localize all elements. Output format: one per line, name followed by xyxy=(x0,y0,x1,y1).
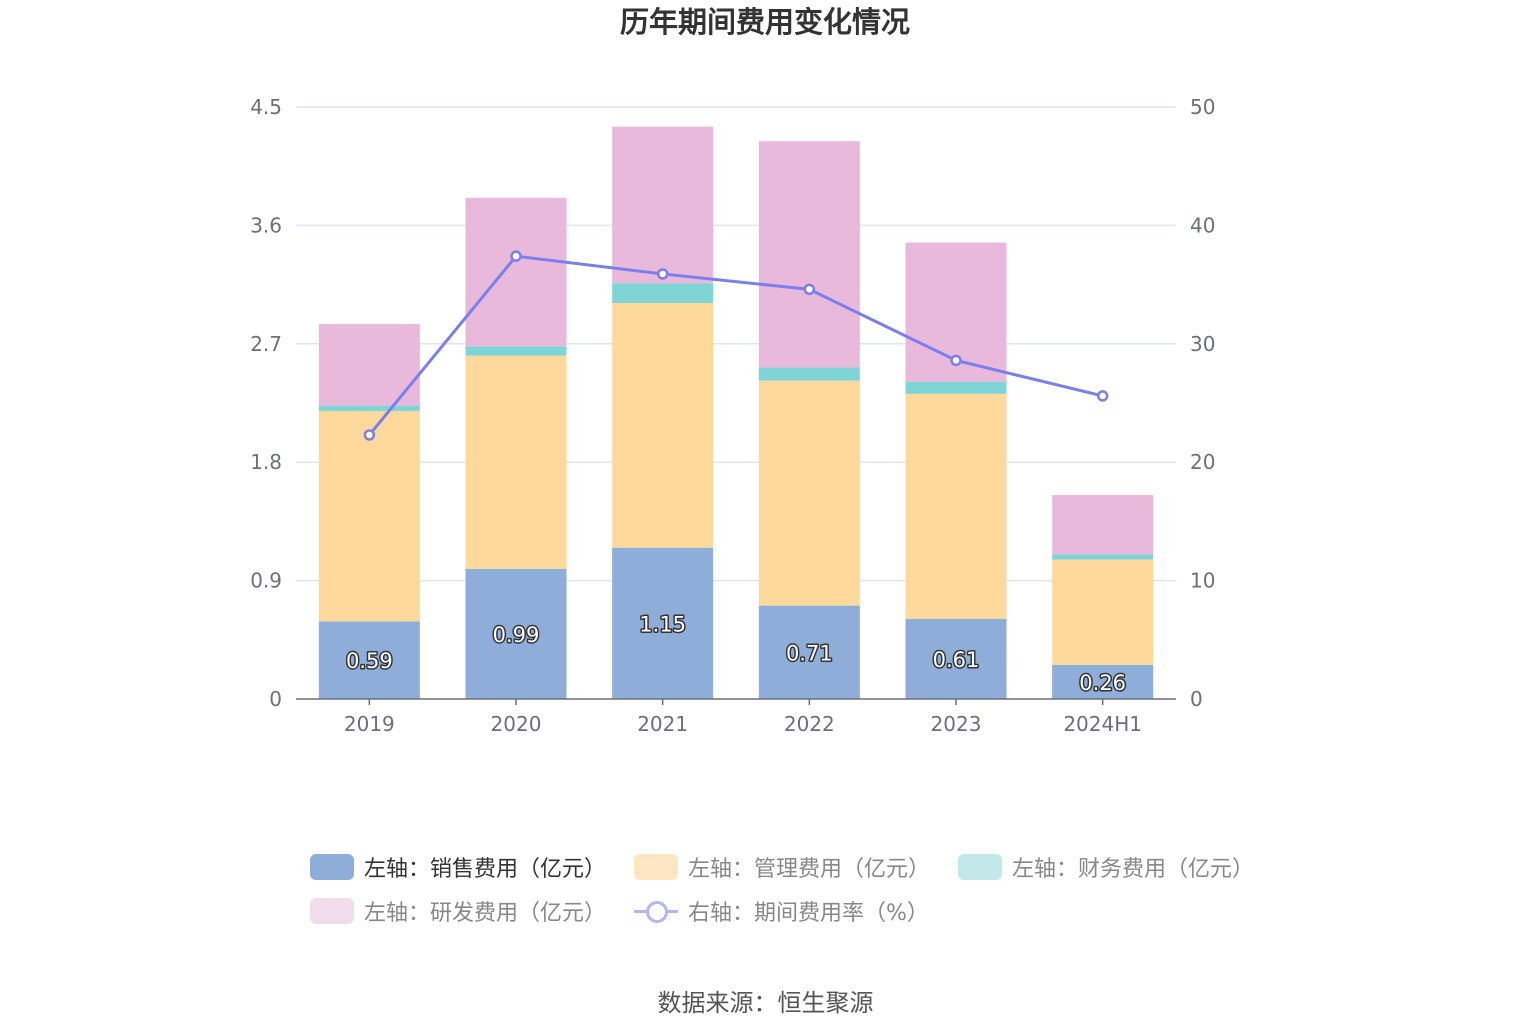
bar-segment xyxy=(465,197,567,347)
bar-segment xyxy=(465,355,567,569)
bar-segment xyxy=(758,367,860,381)
rate-point xyxy=(656,268,669,280)
legend-swatch-sales xyxy=(310,854,354,880)
bar-segment xyxy=(905,393,1007,619)
y-left-tick-label: 0.9 xyxy=(250,569,282,593)
y-right-tick-label: 0 xyxy=(1190,687,1203,711)
y-right-tick-label: 50 xyxy=(1190,95,1215,119)
data-source: 数据来源：恒生聚源 xyxy=(657,989,874,1017)
data-label: 1.15 xyxy=(639,612,686,636)
legend-item-sales[interactable]: 左轴：销售费用（亿元） xyxy=(310,845,606,889)
bar-segment xyxy=(905,618,1007,699)
y-left-tick-label: 1.8 xyxy=(250,450,282,474)
chart-title: 历年期间费用变化情况 xyxy=(620,5,910,39)
x-tick-label: 2021 xyxy=(637,712,688,736)
y-right-tick-label: 40 xyxy=(1190,213,1215,237)
legend-item-rnd[interactable]: 左轴：研发费用（亿元） xyxy=(310,889,606,933)
y-right-tick-label: 20 xyxy=(1190,450,1215,474)
rate-point xyxy=(950,354,962,367)
grid-lines xyxy=(296,106,1176,582)
legend-row-1: 左轴：销售费用（亿元） 左轴：管理费用（亿元） 左轴：财务费用（亿元） xyxy=(310,845,1282,889)
bar-segment xyxy=(612,283,714,304)
y-axis-left: 0 0.9 1.8 2.7 3.6 4.5 xyxy=(250,95,282,711)
legend-label-admin: 左轴：管理费用（亿元） xyxy=(688,857,931,882)
bar-segment xyxy=(758,605,860,699)
legend-label-finance: 左轴：财务费用（亿元） xyxy=(1012,857,1255,882)
bar-segment xyxy=(1052,554,1154,560)
y-right-tick-label: 30 xyxy=(1190,332,1215,356)
rate-line xyxy=(363,250,1109,441)
chart-svg: 历年期间费用变化情况 00.91.82.73.64.5 01020304050 … xyxy=(250,5,1215,736)
legend-label-rnd: 左轴：研发费用（亿元） xyxy=(364,901,607,926)
bar-segment xyxy=(1052,664,1154,699)
bar-segment xyxy=(465,346,567,356)
rate-point xyxy=(510,250,522,262)
x-tick-label: 2020 xyxy=(491,712,542,736)
rate-line-path xyxy=(368,254,1104,436)
x-tick-label: 2022 xyxy=(784,712,835,736)
data-label: 0.26 xyxy=(1079,671,1126,695)
legend-item-finance[interactable]: 左轴：财务费用（亿元） xyxy=(958,845,1254,889)
x-tick-label: 2023 xyxy=(931,712,982,736)
legend-item-admin[interactable]: 左轴：管理费用（亿元） xyxy=(634,845,930,889)
bar-segment xyxy=(318,410,420,622)
bar-segment xyxy=(318,405,420,411)
data-label: 0.61 xyxy=(933,648,980,672)
legend-swatch-admin xyxy=(634,854,679,880)
y-left-tick-label: 2.7 xyxy=(250,332,282,356)
rate-point xyxy=(363,429,376,441)
bar-segment xyxy=(1052,559,1154,665)
y-axis-right: 0 10 20 30 40 50 xyxy=(1190,95,1215,711)
x-tick-label: 2019 xyxy=(344,712,395,736)
x-axis: 2019 2020 2021 2022 2023 2024H1 xyxy=(296,698,1176,736)
y-left-tick-label: 3.6 xyxy=(250,213,282,237)
legend-swatch-rnd xyxy=(310,898,354,924)
bar-segment xyxy=(465,568,567,699)
legend-swatch-finance xyxy=(958,854,1003,880)
rate-point xyxy=(1096,390,1109,402)
rate-point xyxy=(803,283,816,296)
legend-line-marker-icon xyxy=(634,898,679,924)
data-label: 0.59 xyxy=(346,649,393,673)
legend-row-2: 左轴：研发费用（亿元） 右轴：期间费用率（%） xyxy=(310,889,957,933)
data-label: 0.99 xyxy=(493,623,540,647)
x-tick-label: 2024H1 xyxy=(1063,712,1142,736)
bar-segment xyxy=(318,621,420,699)
y-left-tick-label: 0 xyxy=(269,687,282,711)
y-right-tick-label: 10 xyxy=(1190,569,1215,593)
bar-segment xyxy=(612,547,714,699)
y-left-tick-label: 4.5 xyxy=(250,95,282,119)
legend-label-rate: 右轴：期间费用率（%） xyxy=(688,901,929,926)
legend-line-dot xyxy=(646,901,669,923)
bar-segment xyxy=(758,380,860,606)
bar-segment xyxy=(1052,495,1154,555)
data-label: 0.71 xyxy=(786,641,833,665)
legend-item-rate[interactable]: 右轴：期间费用率（%） xyxy=(634,889,929,933)
data-labels: 0.59 0.99 1.15 0.71 0.61 0.26 xyxy=(344,611,1127,697)
legend-label-sales: 左轴：销售费用（亿元） xyxy=(364,857,607,882)
bar-segment xyxy=(612,126,714,284)
bar-series xyxy=(318,126,1154,699)
bar-segment xyxy=(905,381,1007,394)
bar-segment xyxy=(612,303,714,548)
bar-segment xyxy=(758,141,860,368)
